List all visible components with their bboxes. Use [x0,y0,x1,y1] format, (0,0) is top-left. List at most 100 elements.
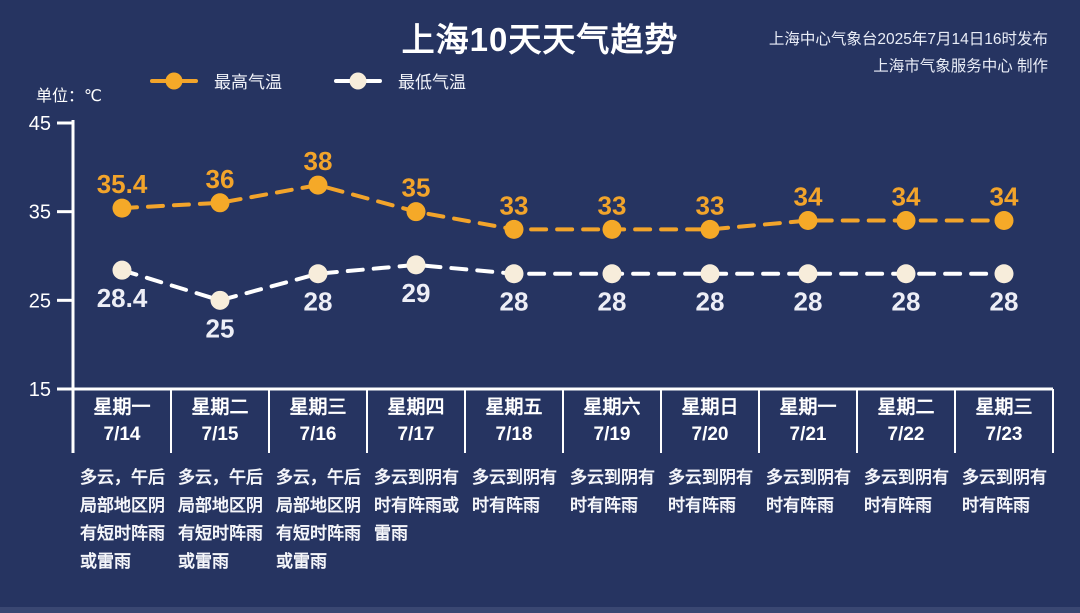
date-label: 7/19 [593,424,631,445]
weekday-label: 星期五 [485,397,543,418]
weather-description: 多云到阴有时有阵雨 [962,468,1047,515]
high-temp-data-point-label: 33 [500,190,529,220]
high-temp-legend-marker-icon [150,72,198,89]
weekday-label: 星期四 [387,397,445,418]
high-temp-data-point-label: 34 [990,182,1019,212]
weather-descriptions-row: 多云，午后局部地区阴有短时阵雨或雷雨 多云，午后局部地区阴有短时阵雨或雷雨 多云，午… [73,464,1053,576]
weather-description: 多云，午后局部地区阴有短时阵雨或雷雨 [178,468,263,571]
weather-description: 多云到阴有时有阵雨 [668,468,753,515]
bottom-strip [0,607,1080,613]
y-tick-label: 25 [29,290,51,312]
date-label: 7/20 [691,424,729,445]
high-temp-data-point-marker [602,219,622,239]
temperature-trend-chart: 45 35 25 15 35.4 36 38 35 33 33 33 34 34 34 28.4 25 28 29… [29,113,1054,453]
low-temp-data-point-label: 29 [402,278,431,308]
low-temp-data-point-label: 28 [598,287,627,317]
low-temp-legend-marker-icon [334,72,382,89]
y-tick-label: 45 [29,113,51,135]
page-title: 上海10天天气趋势 [401,21,679,58]
weather-description: 多云到阴有时有阵雨 [570,468,655,515]
date-label: 7/17 [397,424,435,445]
high-temp-data-point-marker [896,211,916,231]
day-column: 星期二 7/15 [171,394,269,448]
day-column: 星期一 7/21 [759,394,857,448]
day-labels-row: 星期一 7/14 星期二 7/15 星期三 7/16 星期四 7/17 星期五 7/18 星期六 7/… [73,394,1053,448]
low-temp-data-point-marker [798,264,818,284]
high-temp-line [120,183,1006,232]
weather-description: 多云到阴有时有阵雨或雷雨 [374,468,459,543]
low-temp-data-point-label: 28 [892,287,921,317]
weekday-label: 星期三 [975,397,1033,418]
low-temp-data-point-marker [406,255,426,275]
date-label: 7/22 [887,424,925,445]
high-temp-data-point-label: 34 [794,182,823,212]
low-temp-data-point-marker [504,264,524,284]
weather-description: 多云，午后局部地区阴有短时阵雨或雷雨 [80,468,165,571]
high-temp-data-point-label: 36 [206,164,235,194]
high-temp-data-point-label: 34 [892,182,921,212]
legend-item-low-temp: 最低气温 [334,68,466,93]
high-temp-data-point-marker [308,175,328,195]
low-temp-dot-icon [349,72,367,89]
low-temp-data-point-label: 28 [304,287,333,317]
low-temp-data-point-label: 28 [990,287,1019,317]
low-temp-data-point-label: 28 [500,287,529,317]
high-temp-data-point-marker [994,211,1014,231]
weekday-label: 星期二 [877,397,935,418]
high-temp-data-point-marker [210,193,230,213]
y-tick-label: 35 [29,202,51,224]
low-temp-data-point-marker [112,260,132,280]
day-column: 星期三 7/23 [955,394,1053,448]
date-label: 7/18 [495,424,533,445]
high-temp-data-point-marker [798,211,818,231]
high-temp-data-point-marker [504,219,524,239]
weather-description: 多云到阴有时有阵雨 [864,468,949,515]
low-temp-data-point-label: 28 [696,287,725,317]
high-temp-data-point-label: 33 [696,190,725,220]
weather-description: 多云，午后局部地区阴有短时阵雨或雷雨 [276,468,361,571]
day-column: 星期六 7/19 [563,394,661,448]
high-temp-data-point-marker [406,202,426,222]
unit-label: 单位：℃ [36,88,102,105]
date-label: 7/21 [789,424,827,445]
day-column: 星期五 7/18 [465,394,563,448]
low-temp-data-point-marker [602,264,622,284]
weekday-label: 星期一 [93,397,151,418]
date-label: 7/16 [299,424,337,445]
low-temp-data-point-marker [896,264,916,284]
legend-label-high-temp: 最高气温 [214,73,282,92]
publisher-line-1: 上海中心气象台2025年7月14日16时发布 [768,31,1048,48]
weekday-label: 星期六 [583,397,641,418]
weekday-label: 星期日 [681,397,739,418]
low-temp-data-point-label: 28 [794,287,823,317]
date-label: 7/23 [985,424,1023,445]
low-temp-data-point-marker [210,290,230,310]
low-temp-line [120,262,1006,303]
day-column: 星期四 7/17 [367,394,465,448]
weekday-label: 星期一 [779,397,837,418]
date-label: 7/15 [201,424,239,445]
day-column: 星期日 7/20 [661,394,759,448]
day-column: 星期一 7/14 [73,394,171,448]
high-temp-data-point-label: 35 [402,173,431,203]
low-temp-data-point-marker [308,264,328,284]
y-tick-label: 15 [29,379,51,401]
legend-label-low-temp: 最低气温 [398,73,466,92]
high-temp-data-point-label: 35.4 [97,169,148,199]
chart-legend: 最高气温 最低气温 [150,68,466,93]
high-temp-data-point-marker [700,219,720,239]
high-temp-data-point-label: 38 [304,146,333,176]
day-column: 星期三 7/16 [269,394,367,448]
publisher-info: 上海中心气象台2025年7月14日16时发布 上海市气象服务中心 制作 [769,26,1048,80]
weather-description: 多云到阴有时有阵雨 [766,468,851,515]
high-temp-dot-icon [165,72,183,89]
low-temp-data-point-marker [700,264,720,284]
low-temp-data-point-marker [994,264,1014,284]
low-temp-data-point-label: 28.4 [97,283,148,313]
day-column: 星期二 7/22 [857,394,955,448]
high-temp-data-point-label: 33 [598,190,627,220]
date-label: 7/14 [103,424,141,445]
high-temp-data-point-marker [112,198,132,218]
weekday-label: 星期三 [289,397,347,418]
